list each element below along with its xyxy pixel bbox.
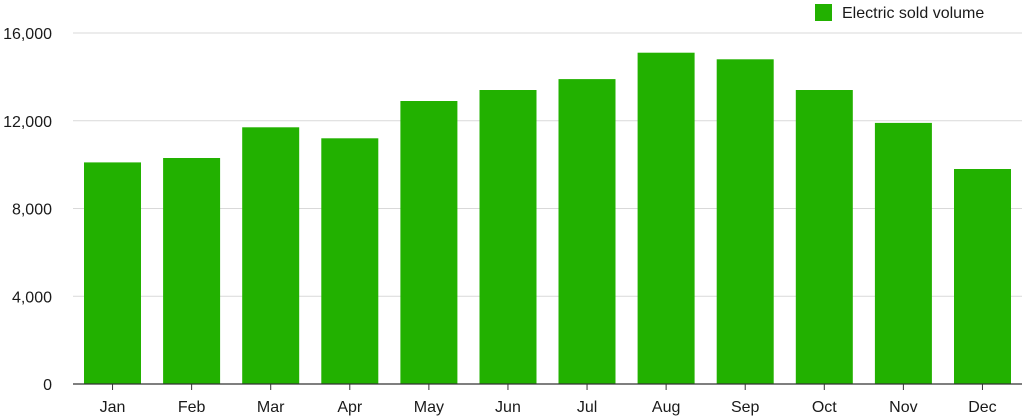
bar-may[interactable] — [400, 101, 458, 384]
x-tick-label: Apr — [337, 399, 363, 416]
x-axis-tick-labels: Jan Feb Mar Apr May Jun Jul Aug Sep Oct Nov Dec — [100, 399, 997, 416]
bar-jun[interactable] — [479, 90, 537, 384]
bar-oct[interactable] — [795, 90, 853, 384]
legend: Electric sold volume — [815, 4, 984, 22]
x-tick-label: Nov — [889, 399, 917, 416]
bar-feb[interactable] — [163, 158, 221, 384]
x-tick-label: Sep — [731, 399, 760, 416]
x-tick-label: Feb — [178, 399, 206, 416]
bar-dec[interactable] — [954, 169, 1011, 384]
x-tick-label: Dec — [968, 399, 996, 416]
bar-sep[interactable] — [716, 59, 774, 385]
x-tick-label: Jun — [495, 399, 521, 416]
bar-nov[interactable] — [874, 122, 932, 385]
bars — [84, 52, 1011, 385]
bar-jul[interactable] — [558, 79, 616, 384]
bar-jan[interactable] — [84, 162, 141, 384]
bar-aug[interactable] — [637, 52, 695, 384]
legend-label: Electric sold volume — [842, 5, 984, 22]
y-tick-label: 12,000 — [3, 114, 52, 131]
y-axis-tick-labels: 0 4,000 8,000 12,000 16,000 — [3, 26, 52, 394]
x-tick-label: Jan — [100, 399, 126, 416]
x-tick-label: Mar — [257, 399, 285, 416]
x-tick-label: Aug — [652, 399, 680, 416]
axes — [73, 383, 1022, 390]
y-tick-label: 16,000 — [3, 26, 52, 43]
bar-apr[interactable] — [321, 138, 379, 384]
y-tick-label: 8,000 — [12, 202, 52, 219]
legend-swatch — [815, 4, 832, 21]
gridlines — [73, 32, 1022, 297]
y-tick-label: 4,000 — [12, 289, 52, 306]
x-tick-label: Jul — [577, 399, 597, 416]
x-tick-label: May — [414, 399, 444, 416]
x-tick-label: Oct — [812, 399, 837, 416]
bar-mar[interactable] — [242, 127, 300, 385]
y-tick-label: 0 — [43, 377, 52, 394]
